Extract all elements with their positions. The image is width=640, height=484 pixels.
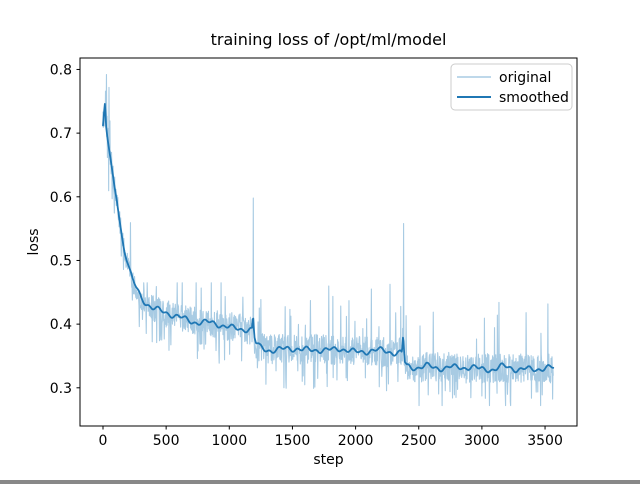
series-smoothed-line (102, 102, 555, 374)
chart-title: training loss of /opt/ml/model (211, 30, 447, 49)
y-axis-label: loss (26, 228, 42, 255)
legend-label-original: original (499, 70, 551, 86)
y-tick-label: 0.4 (50, 317, 72, 333)
y-tick-label: 0.5 (50, 253, 72, 269)
x-tick-label: 2000 (338, 433, 374, 449)
x-tick-label: 1000 (211, 433, 247, 449)
x-axis-label: step (313, 452, 343, 468)
y-tick-label: 0.3 (50, 381, 72, 397)
x-tick-label: 3000 (464, 433, 500, 449)
x-axis-ticks: 0 500 1000 1500 2000 2500 3000 3500 (99, 426, 563, 449)
x-tick-label: 500 (153, 433, 180, 449)
x-tick-label: 0 (99, 433, 108, 449)
y-tick-label: 0.8 (50, 62, 72, 78)
legend: original smoothed (450, 63, 573, 111)
x-tick-label: 3500 (527, 433, 563, 449)
legend-box (450, 63, 573, 111)
x-tick-label: 2500 (401, 433, 437, 449)
y-tick-label: 0.7 (50, 126, 72, 142)
axes-spines (79, 57, 578, 427)
series-original-line (102, 74, 554, 407)
legend-label-smoothed: smoothed (499, 90, 569, 106)
y-tick-label: 0.6 (50, 190, 72, 206)
y-axis-ticks: 0.3 0.4 0.5 0.6 0.7 0.8 (50, 62, 80, 397)
x-tick-label: 1500 (275, 433, 311, 449)
